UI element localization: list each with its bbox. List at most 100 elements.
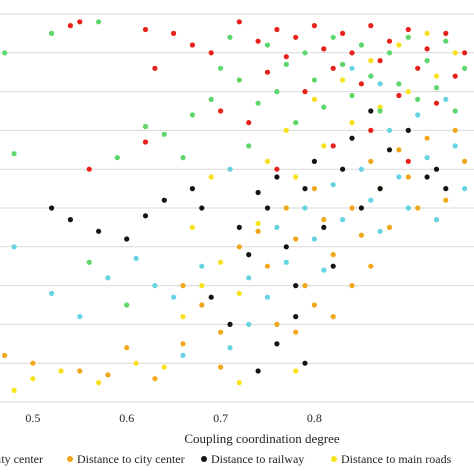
data-point-series-5 [49,290,55,296]
data-point-series-2 [142,213,149,219]
data-point-series-2 [368,108,374,114]
data-point-series-0 [443,30,449,36]
data-point-series-4 [255,100,261,106]
data-point-series-3 [283,127,289,133]
data-point-series-4 [180,155,186,161]
data-point-series-5 [424,155,430,161]
data-point-series-5 [340,217,346,223]
data-point-series-3 [236,380,242,386]
data-point-series-1 [218,364,224,370]
data-point-series-2 [433,166,440,172]
data-point-series-2 [302,186,308,192]
legend: ity center Distance to city center Distanc… [0,452,452,466]
data-point-series-1 [358,232,364,238]
data-point-series-4 [311,77,317,83]
data-point-series-5 [405,205,411,211]
data-point-series-5 [443,96,449,102]
data-point-series-4 [415,96,421,102]
data-point-series-4 [349,92,355,99]
data-point-series-0 [368,127,374,133]
data-point-series-1 [293,329,299,335]
data-point-series-1 [311,302,317,308]
data-point-series-1 [415,205,421,211]
data-point-series-5 [377,228,383,234]
data-point-series-2 [349,135,355,141]
data-point-series-5 [349,65,355,71]
data-point-series-4 [358,42,364,48]
data-point-series-5 [321,267,327,273]
data-point-series-2 [255,368,261,374]
data-point-series-0 [152,65,158,71]
data-point-series-5 [283,259,289,265]
data-point-series-2 [274,341,280,347]
data-point-series-4 [218,65,224,71]
data-point-series-3 [293,174,299,180]
data-point-series-2 [274,174,280,180]
data-point-series-1 [368,158,374,164]
data-point-series-0 [142,26,149,33]
data-point-series-5 [227,166,233,172]
data-point-series-2 [264,205,271,211]
data-point-series-3 [264,158,271,164]
data-point-series-2 [302,360,308,366]
data-point-series-0 [283,54,289,60]
data-point-series-1 [105,372,111,378]
data-point-series-0 [321,46,327,52]
data-point-series-4 [227,34,233,40]
data-point-series-1 [218,329,224,335]
data-point-series-2 [49,205,55,211]
data-point-series-2 [321,224,327,230]
data-point-series-3 [405,89,411,95]
data-point-series-5 [227,345,233,351]
data-point-series-5 [77,314,83,320]
data-point-series-2 [199,205,205,211]
data-point-series-2 [377,186,383,192]
data-point-series-1 [443,197,449,203]
legend-marker [201,456,207,462]
data-point-series-2 [358,205,364,211]
data-point-series-5 [462,186,468,192]
data-point-series-3 [368,58,374,64]
data-point-series-0 [264,69,271,75]
data-point-series-4 [274,89,280,95]
data-point-series-5 [415,112,421,118]
data-point-series-0 [142,139,149,145]
data-point-series-0 [246,120,252,126]
data-point-series-1 [302,283,308,289]
data-point-series-3 [180,314,186,320]
data-point-series-2 [424,174,430,180]
x-axis-title: Coupling coordination degree [184,431,339,446]
data-point-series-3 [396,42,402,48]
data-point-series-4 [236,77,242,83]
data-point-series-2 [283,244,289,250]
legend-label: Distance to railway [211,452,304,466]
data-point-series-5 [246,321,252,327]
data-point-series-3 [349,120,355,126]
data-point-series-4 [368,73,374,79]
data-point-series-4 [208,96,214,102]
data-point-series-0 [405,158,411,164]
data-point-series-1 [368,263,374,269]
data-point-series-1 [283,205,289,211]
legend-marker [331,456,337,462]
data-point-series-2 [246,252,252,258]
data-point-series-1 [255,228,261,234]
data-point-series-4 [443,38,449,44]
data-point-series-5 [452,143,458,149]
data-point-series-5 [152,283,158,289]
data-point-series-1 [77,368,83,374]
data-point-series-2 [124,236,130,242]
data-point-series-1 [180,283,186,289]
data-point-series-5 [274,224,280,230]
data-point-series-2 [293,314,299,320]
data-point-series-5 [433,217,440,223]
data-point-series-5 [11,244,17,250]
x-tick-label: 0.8 [307,411,322,425]
data-point-series-0 [405,26,411,33]
data-point-series-5 [386,127,393,133]
data-point-series-4 [321,104,327,110]
data-point-series-1 [293,236,299,242]
data-point-series-0 [340,30,346,36]
data-point-series-4 [11,151,17,157]
data-point-series-0 [424,46,430,52]
